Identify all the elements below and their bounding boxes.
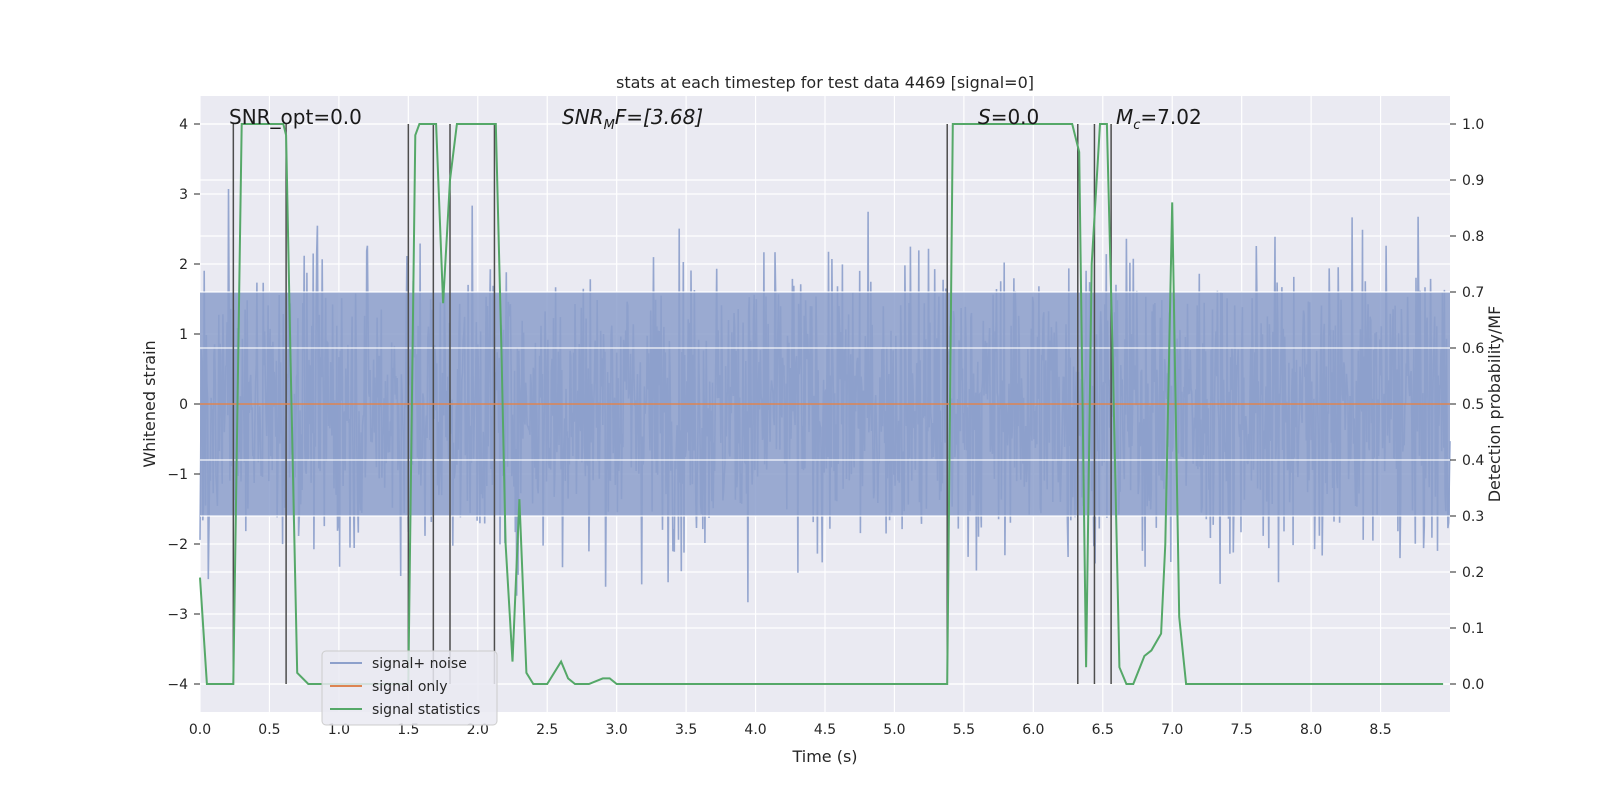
legend-label-stats: signal statistics [372,702,480,718]
x-tick-label: 8.5 [1369,722,1391,738]
annotation-snr-mf-rest-italic: F=[3.68] [615,105,703,129]
x-tick-label: 7.5 [1231,722,1253,738]
x-tick-label: 3.0 [606,722,628,738]
y-left-tick-label: 0 [179,397,188,413]
x-axis-label: Time (s) [791,747,857,766]
legend-label-noise: signal+ noise [372,656,467,672]
y-right-tick-label: 1.0 [1462,117,1484,133]
x-tick-label: 6.0 [1022,722,1044,738]
y-left-tick-label: −4 [167,677,188,693]
x-tick-label: 7.0 [1161,722,1183,738]
x-tick-label: 6.5 [1092,722,1114,738]
y-left-tick-label: −3 [167,607,188,623]
y-right-axis-ticks: 0.0 0.1 0.2 0.3 0.4 0.5 0.6 0.7 0.8 0.9 1.0 [1450,117,1484,693]
x-tick-label: 3.5 [675,722,697,738]
x-tick-label: 8.0 [1300,722,1322,738]
annotation-snr-mf-base: SNR [562,105,604,129]
legend-box [321,650,498,726]
legend-label-signal: signal only [372,679,447,695]
annotation-mc: Mc=7.02 [1116,105,1202,133]
x-tick-label: 0.0 [189,722,211,738]
y-left-tick-label: −1 [167,467,188,483]
x-tick-label: 4.0 [744,722,766,738]
legend: signal+ noise signal only signal statist… [321,650,498,726]
annotation-snr-mf: SNRMF=[3.68] [562,105,703,133]
annotation-s-rest: =0.0 [991,105,1040,129]
y-right-tick-label: 0.7 [1462,285,1484,301]
chart-title: stats at each timestep for test data 446… [616,73,1034,92]
y-right-tick-label: 0.5 [1462,397,1484,413]
y-left-tick-label: 3 [179,187,188,203]
x-tick-label: 1.5 [397,722,419,738]
x-tick-label: 4.5 [814,722,836,738]
y-right-axis-label: Detection probability/MF [1485,306,1504,503]
annotation-s: S=0.0 [978,105,1039,129]
x-tick-label: 5.0 [883,722,905,738]
y-left-axis-label: Whitened strain [140,340,159,467]
x-tick-label: 0.5 [258,722,280,738]
y-left-tick-label: 4 [179,117,188,133]
annotation-snr-mf-sub: M [604,118,615,133]
annotation-s-base: S [978,105,991,129]
annotation-mc-sub: c [1133,118,1140,133]
y-right-tick-label: 0.6 [1462,341,1484,357]
x-axis-ticks: 0.0 0.5 1.0 1.5 2.0 2.5 3.0 3.5 4.0 4.5 5.0 5.5 6.0 6… [189,722,1392,738]
y-left-axis-ticks: −4 −3 −2 −1 0 1 2 3 4 [167,117,200,693]
y-left-tick-label: 1 [179,327,188,343]
x-tick-label: 1.0 [328,722,350,738]
y-right-tick-label: 0.9 [1462,173,1484,189]
y-left-tick-label: −2 [167,537,188,553]
x-tick-label: 2.0 [467,722,489,738]
y-right-tick-label: 0.4 [1462,453,1484,469]
y-right-tick-label: 0.2 [1462,565,1484,581]
y-right-tick-label: 0.0 [1462,677,1484,693]
y-right-tick-label: 0.3 [1462,509,1484,525]
annotation-snr-opt: SNR_opt=0.0 [229,105,362,129]
x-tick-label: 5.5 [953,722,975,738]
annotation-mc-rest: =7.02 [1140,105,1201,129]
stats-line [199,123,1444,685]
y-left-tick-label: 2 [179,257,188,273]
y-right-tick-label: 0.8 [1462,229,1484,245]
y-right-tick-label: 0.1 [1462,621,1484,637]
annotation-mc-base: M [1116,105,1133,129]
x-tick-label: 2.5 [536,722,558,738]
